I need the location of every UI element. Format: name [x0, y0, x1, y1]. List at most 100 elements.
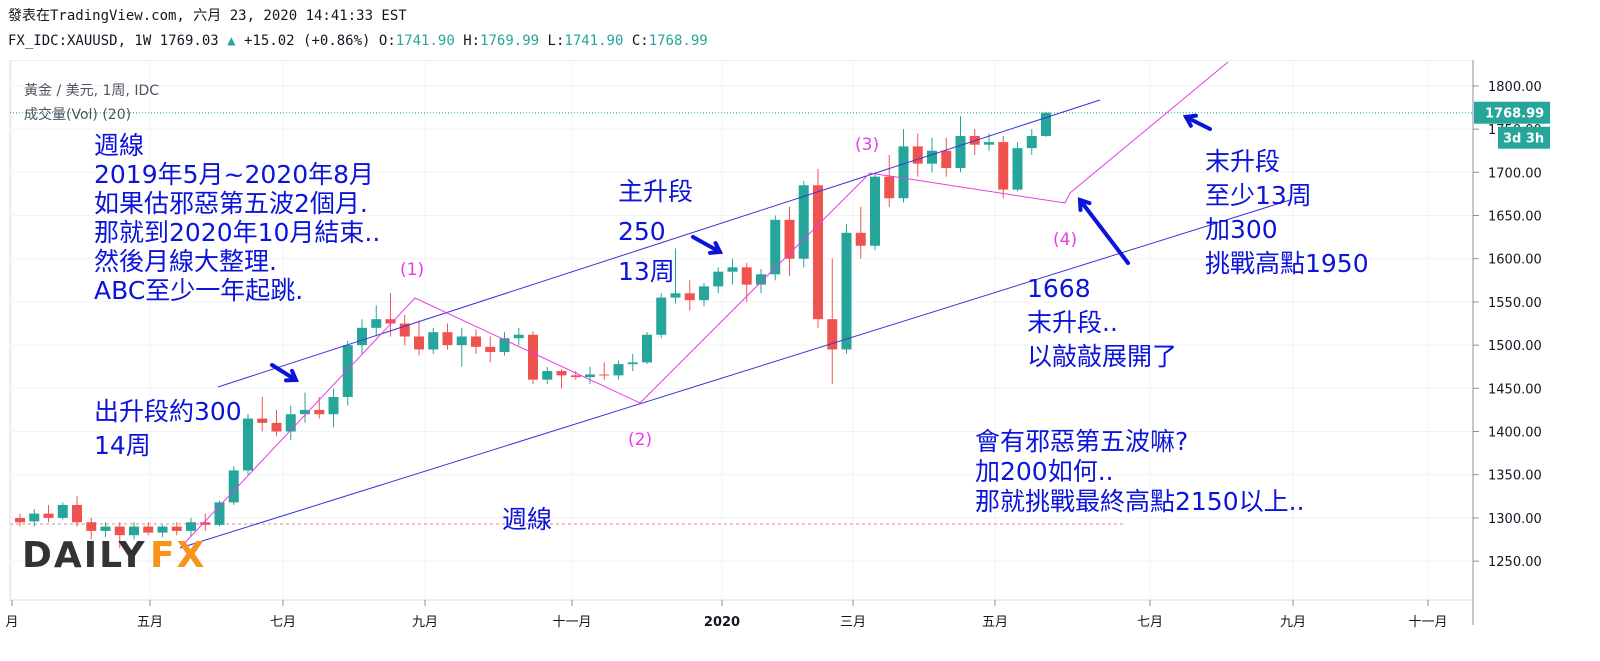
- y-tick-label: 1400.00: [1488, 426, 1542, 441]
- candle-body: [499, 338, 510, 353]
- drawings: [179, 61, 1291, 549]
- candle-body: [741, 267, 752, 285]
- candle-body: [1012, 148, 1023, 190]
- candles: [15, 111, 1051, 549]
- y-tick-label: 1600.00: [1488, 253, 1542, 268]
- price-chart[interactable]: 1250.00 1300.00 1350.00 1400.00 1450.00 1500.…: [0, 60, 1600, 660]
- arrow-rise-1-head: [284, 368, 300, 383]
- candle-body: [841, 232, 852, 350]
- candle-body: [528, 334, 538, 380]
- annotation-final-right: 挑戰高點1950: [1205, 249, 1369, 278]
- legend-volume: 成交量(Vol) (20): [24, 106, 131, 123]
- x-tick-label: 七月: [270, 615, 296, 630]
- arrow-main-rise: [691, 235, 722, 254]
- y-tick-label: 1300.00: [1488, 512, 1542, 527]
- annotation-final: 末升段..: [1027, 308, 1118, 337]
- annotation-evil-fifth: 那就挑戰最終高點2150以上..: [975, 487, 1305, 516]
- logo-daily: DAILY: [22, 535, 147, 576]
- annotation-final-right: 加300: [1205, 215, 1278, 244]
- publish-line: 發表在TradingView.com, 六月 23, 2020 14:41:33…: [8, 8, 407, 24]
- x-tick-label: 三月: [840, 615, 866, 630]
- annotation-main-rise: 13周: [618, 257, 675, 286]
- candle-body: [656, 297, 667, 335]
- y-tick-label: 1650.00: [1488, 210, 1542, 225]
- arrow-main-rise-head: [708, 241, 724, 255]
- candle-body: [300, 409, 310, 415]
- candle-body: [898, 146, 909, 199]
- time-axis[interactable]: 月 五月 七月 九月 十一月 2020 三月 五月 七月 九月 十一月: [5, 600, 1448, 630]
- last-price-value: 1768.99: [1485, 107, 1544, 122]
- annotation-left-block: ABC至少一年起跳.: [94, 276, 303, 305]
- candle-body: [784, 219, 795, 259]
- candle-body: [342, 345, 353, 397]
- wave-label-1: (1): [400, 260, 424, 280]
- candle-body: [556, 371, 567, 376]
- x-tick-label: 九月: [1280, 615, 1306, 630]
- last-price-tag: [1474, 101, 1550, 124]
- x-tick-label: 2020: [704, 615, 740, 630]
- candle-body: [271, 422, 282, 432]
- candle-body: [627, 362, 638, 365]
- candle-body: [428, 332, 439, 350]
- y-tick-label: 1350.00: [1488, 469, 1542, 484]
- candle-body: [214, 502, 225, 525]
- candle-body: [570, 375, 581, 378]
- wave-label-3: (3): [855, 135, 879, 155]
- price-axis[interactable]: 1250.00 1300.00 1350.00 1400.00 1450.00 1500.…: [1472, 60, 1550, 625]
- candle-body: [513, 334, 524, 339]
- candle-body: [727, 267, 738, 272]
- candle-body: [129, 526, 139, 536]
- candle-body: [798, 185, 809, 259]
- candle-body: [57, 504, 68, 518]
- candle-body: [713, 271, 724, 287]
- annotations: (1) (2) (3) (4) 黃金 / 美元, 1周, IDC 成交量(Vol) (20…: [22, 83, 1369, 576]
- candle-body: [186, 522, 196, 531]
- candle-body: [542, 371, 553, 380]
- candle-body: [955, 136, 966, 168]
- candle-body: [927, 150, 937, 164]
- candle-body: [912, 146, 923, 164]
- candle-body: [1041, 112, 1051, 137]
- chart-header: 發表在TradingView.com, 六月 23, 2020 14:41:33…: [8, 4, 708, 54]
- open-value: 1741.90: [395, 33, 455, 49]
- candle-body: [357, 327, 367, 346]
- annotation-final-right: 末升段: [1205, 147, 1280, 176]
- annotation-main-rise: 250: [618, 217, 666, 246]
- candle-body: [884, 176, 895, 199]
- close-label: C:: [631, 33, 649, 49]
- candle-body: [456, 336, 467, 346]
- candle-body: [684, 293, 695, 301]
- candle-body: [29, 513, 40, 522]
- change-value: +15.02 (+0.86%): [244, 33, 371, 49]
- x-tick-label: 十一月: [552, 615, 591, 630]
- arrow-final-head: [1182, 113, 1198, 128]
- arrow-wave-4: [1078, 198, 1130, 265]
- y-tick-label: 1250.00: [1488, 555, 1542, 570]
- candle-body: [114, 526, 125, 536]
- y-tick-label: 1450.00: [1488, 382, 1542, 397]
- candle-body: [670, 293, 681, 298]
- arrow-wave-4-head: [1077, 197, 1092, 212]
- annotation-evil-fifth: 會有邪惡第五波嘛?: [975, 427, 1188, 456]
- candle-body: [43, 513, 54, 518]
- candle-body: [86, 522, 97, 531]
- candle-body: [314, 409, 325, 415]
- logo-fx: FX: [150, 535, 206, 576]
- high-label: H:: [463, 33, 481, 49]
- candle-body: [585, 374, 595, 378]
- candle-body: [15, 517, 25, 523]
- candle-body: [855, 232, 866, 246]
- annotation-left-block: 然後月線大整理.: [94, 247, 277, 276]
- candle-body: [870, 176, 880, 246]
- x-tick-label: 九月: [412, 615, 438, 630]
- candle-body: [642, 334, 652, 363]
- ohlc-line: FX_IDC:XAUUSD, 1W 1769.03 ▲ +15.02 (+0.8…: [8, 29, 708, 54]
- candle-body: [371, 319, 382, 328]
- low-label: L:: [547, 33, 565, 49]
- open-label: O:: [378, 33, 396, 49]
- candle-body: [599, 374, 610, 376]
- candle-body: [414, 336, 424, 350]
- annotation-left-block: 2019年5月~2020年8月: [94, 160, 374, 189]
- wave-label-2: (2): [628, 430, 652, 450]
- annotation-final: 1668: [1027, 274, 1091, 303]
